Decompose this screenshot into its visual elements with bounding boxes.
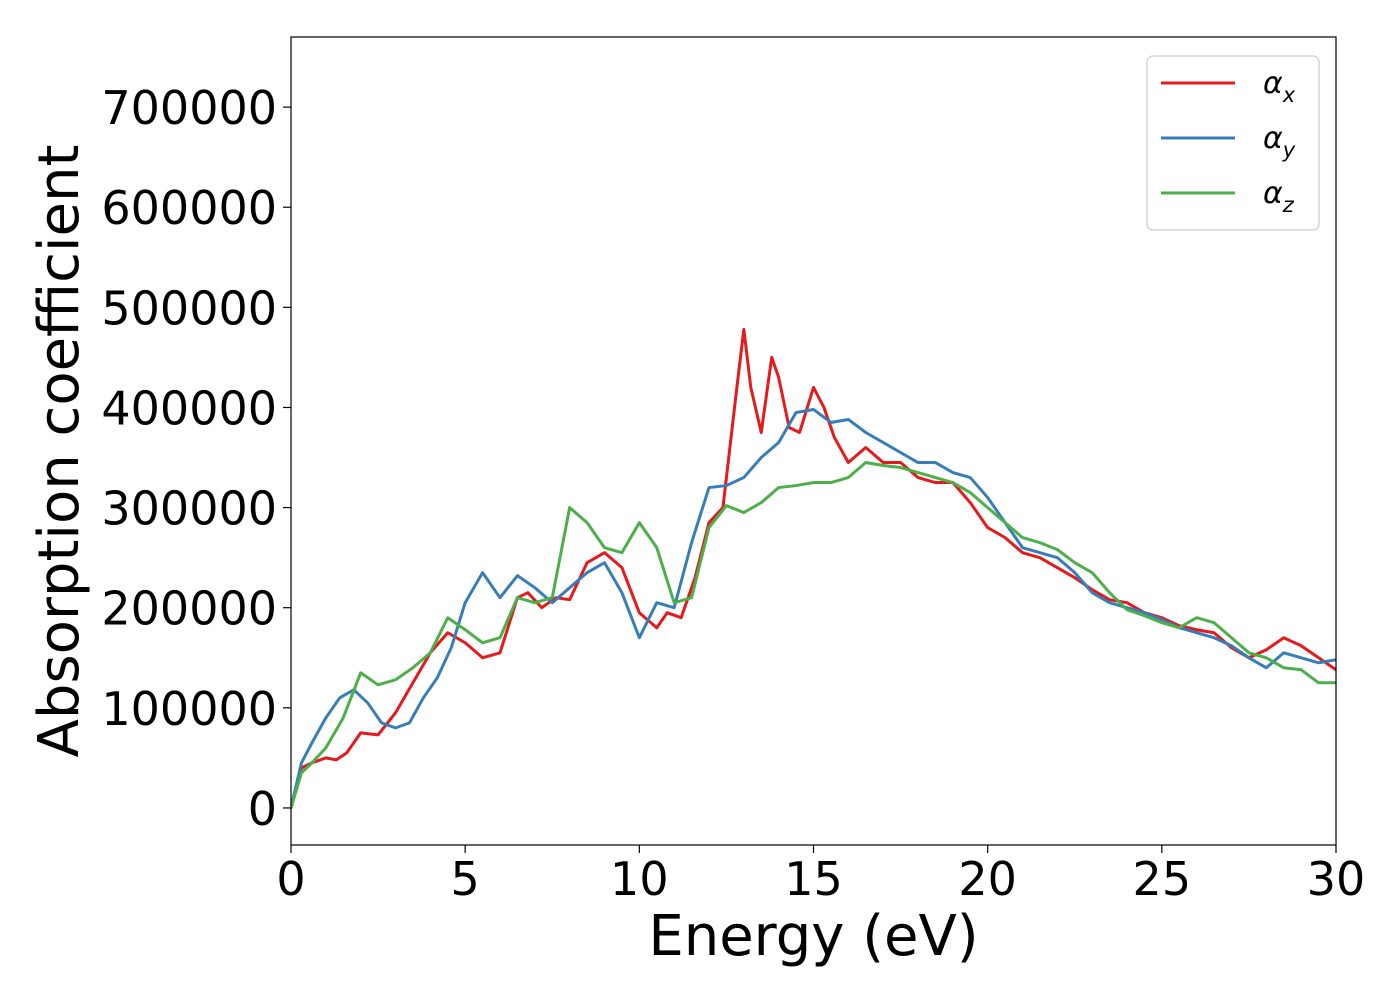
y-tick-label: 0 <box>248 782 277 836</box>
plot-area <box>291 327 1336 810</box>
y-tick-label: 400000 <box>101 381 277 435</box>
x-tick-label: 25 <box>1133 852 1192 906</box>
x-tick-label: 20 <box>958 852 1017 906</box>
legend-label-x: αx <box>1263 66 1296 107</box>
y-axis-title: Absorption coefficient <box>27 145 92 758</box>
x-axis-title: Energy (eV) <box>648 904 978 969</box>
legend-box <box>1146 55 1320 231</box>
series-line-x <box>291 327 1336 810</box>
x-tick-label: 0 <box>276 852 305 906</box>
axes: 0 5 10 15 20 25 30 0 100000 200000 300000 400000 500… <box>101 36 1366 906</box>
x-tick-label: 10 <box>610 852 669 906</box>
x-tick-label: 30 <box>1307 852 1366 906</box>
legend-label-y: αy <box>1263 121 1296 162</box>
series-line-z <box>291 461 1336 810</box>
y-tick-label: 500000 <box>101 281 277 335</box>
legend: αx αy αz <box>1146 55 1320 231</box>
y-tick-label: 600000 <box>101 181 277 235</box>
y-tick-label: 100000 <box>101 682 277 736</box>
series-line-y <box>291 407 1336 810</box>
x-tick-label: 15 <box>784 852 843 906</box>
legend-label-z: αz <box>1263 176 1295 217</box>
y-tick-label: 700000 <box>101 81 277 135</box>
y-tick-label: 300000 <box>101 482 277 536</box>
y-tick-label: 200000 <box>101 582 277 636</box>
x-tick-label: 5 <box>451 852 480 906</box>
